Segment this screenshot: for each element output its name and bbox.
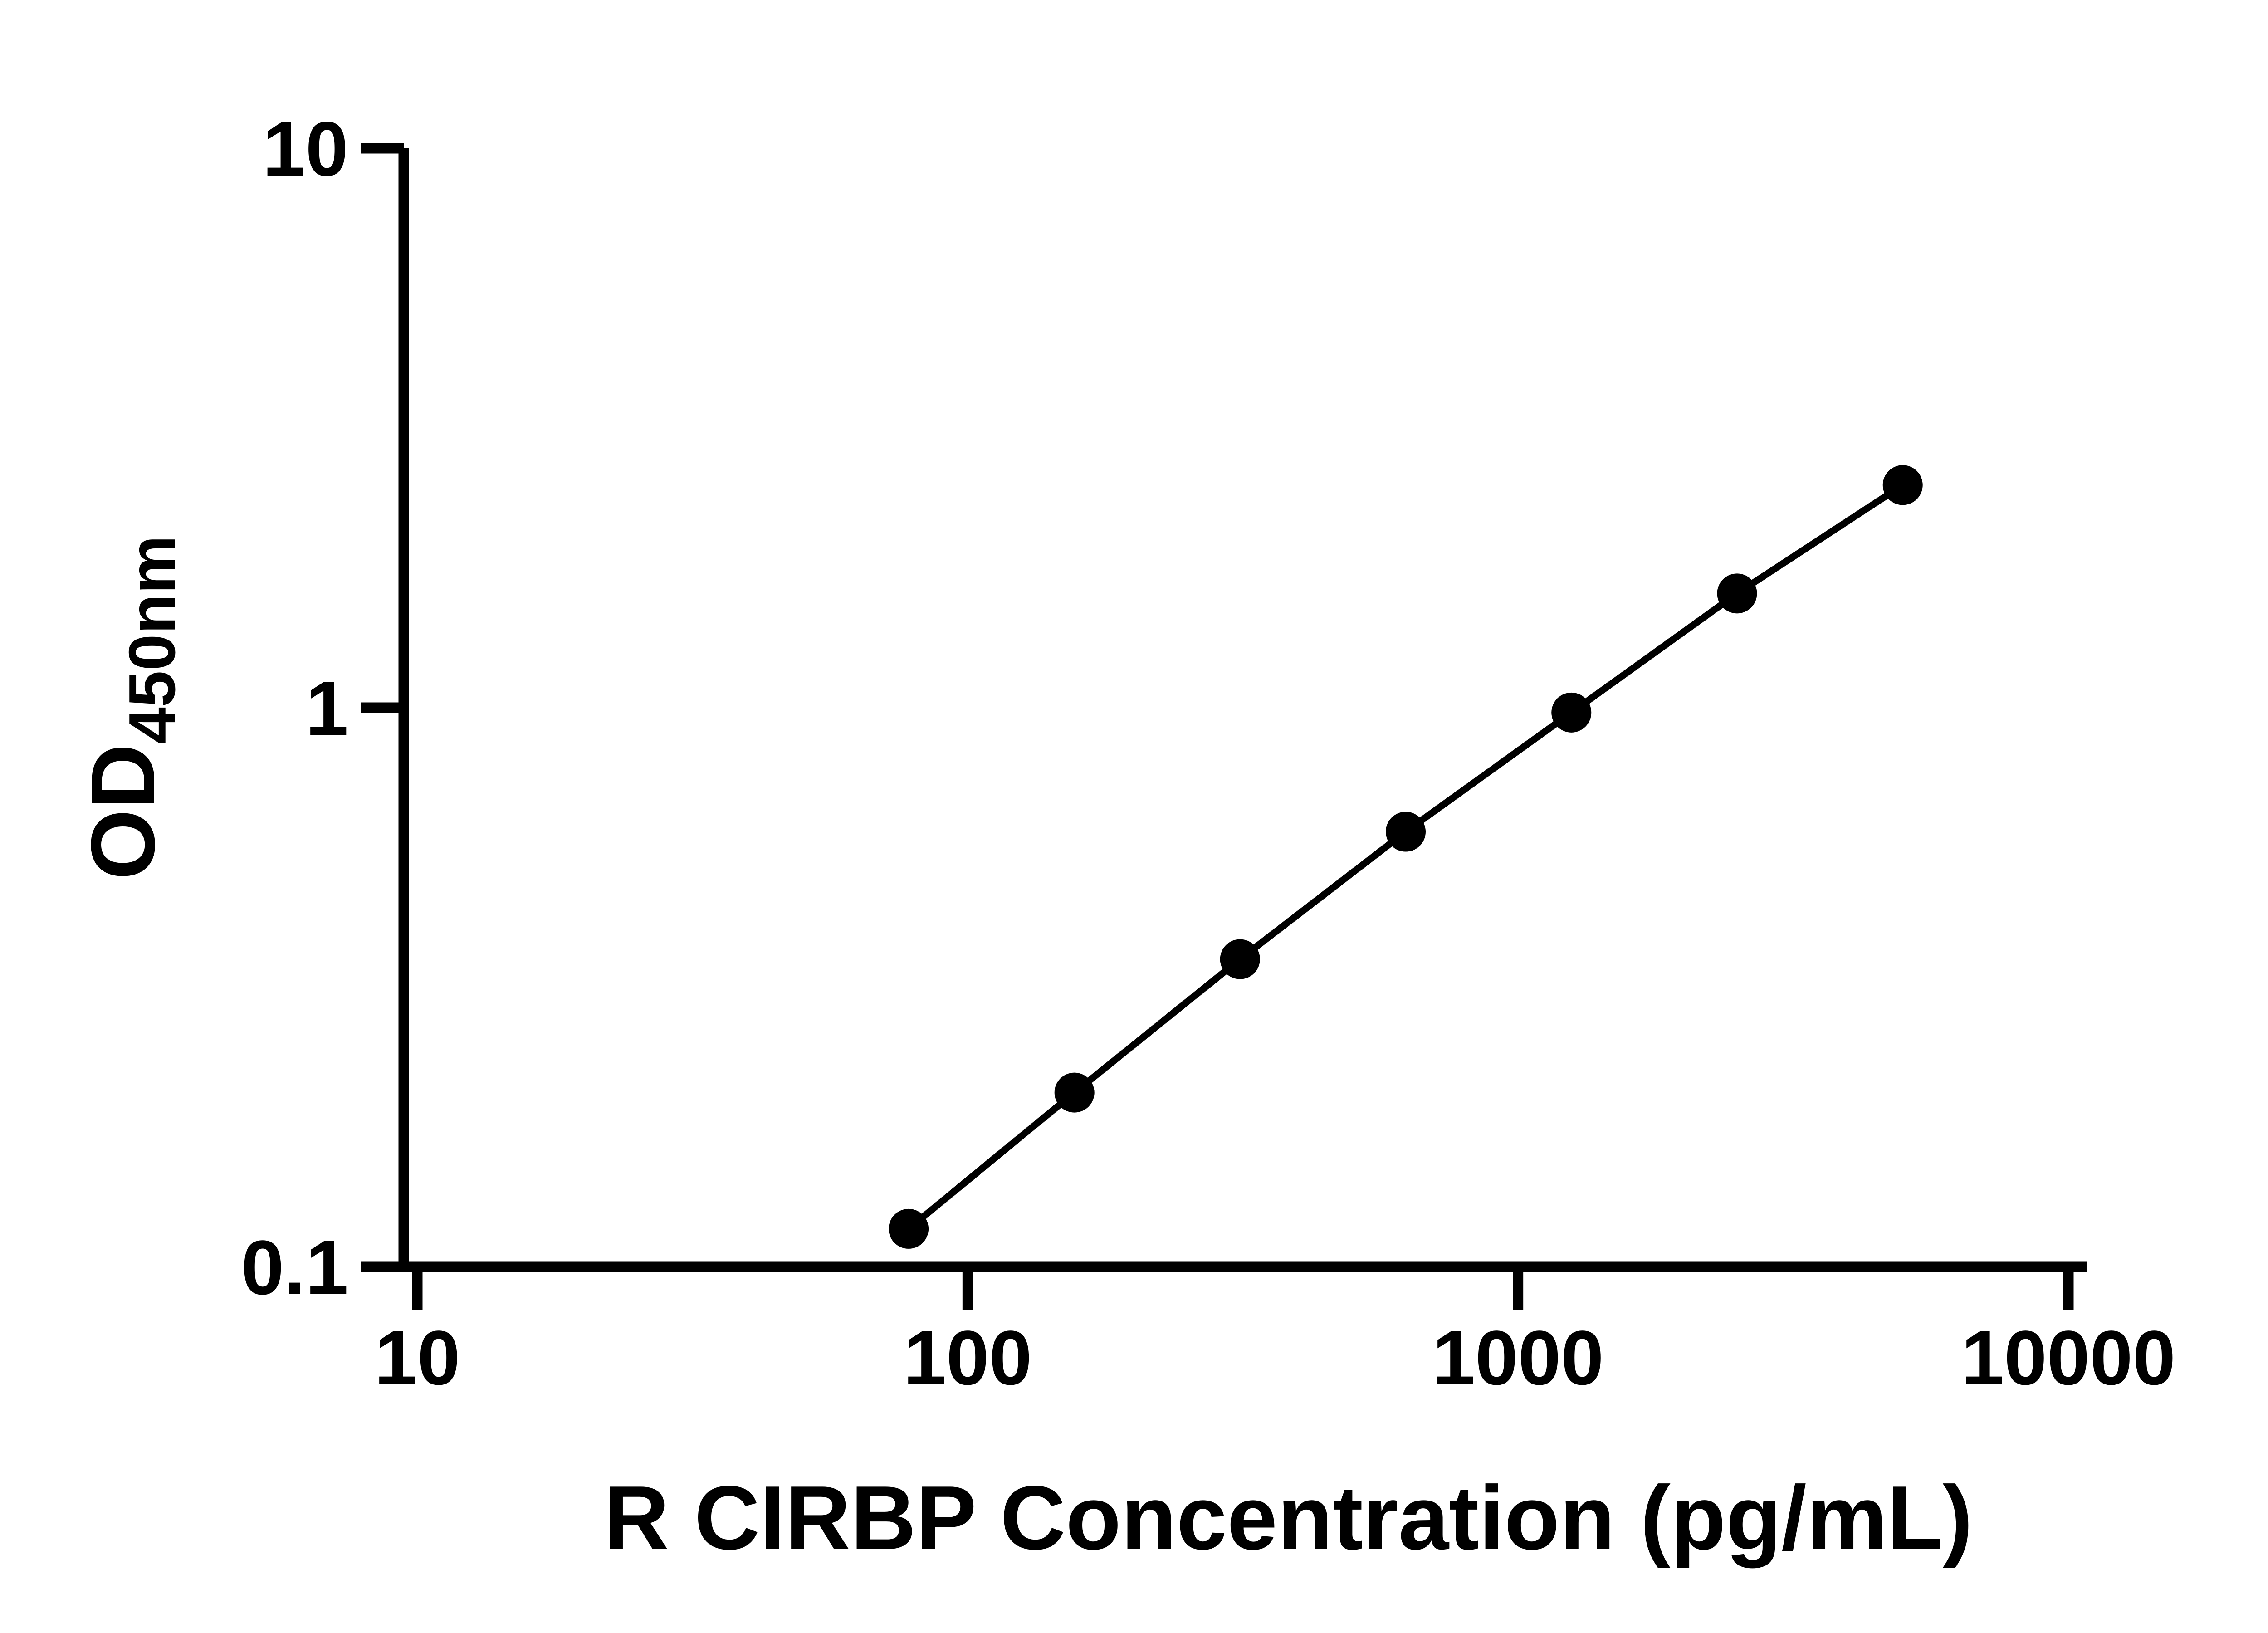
x-axis-title: R CIRBP Concentration (pg/mL) [604,1467,1973,1569]
x-tick-label: 100 [904,1315,1032,1401]
data-point [889,1208,929,1249]
data-point [1220,939,1260,979]
y-tick-label: 10 [263,106,348,192]
data-point [1717,573,1757,614]
x-tick-label: 10 [374,1315,460,1401]
y-axis-title-subscript: 450nm [115,535,189,743]
y-axis-title-main: OD [73,744,174,880]
data-point [1882,465,1923,505]
y-axis-title: OD450nm [73,535,189,880]
y-tick-label: 0.1 [241,1225,348,1311]
x-tick-label: 1000 [1432,1315,1604,1401]
axes-line [398,148,2087,1272]
data-point [1054,1072,1095,1113]
x-tick-label: 10000 [1961,1315,2176,1401]
data-point [1551,692,1592,733]
y-tick-label: 1 [305,665,348,752]
data-point [1386,812,1426,852]
